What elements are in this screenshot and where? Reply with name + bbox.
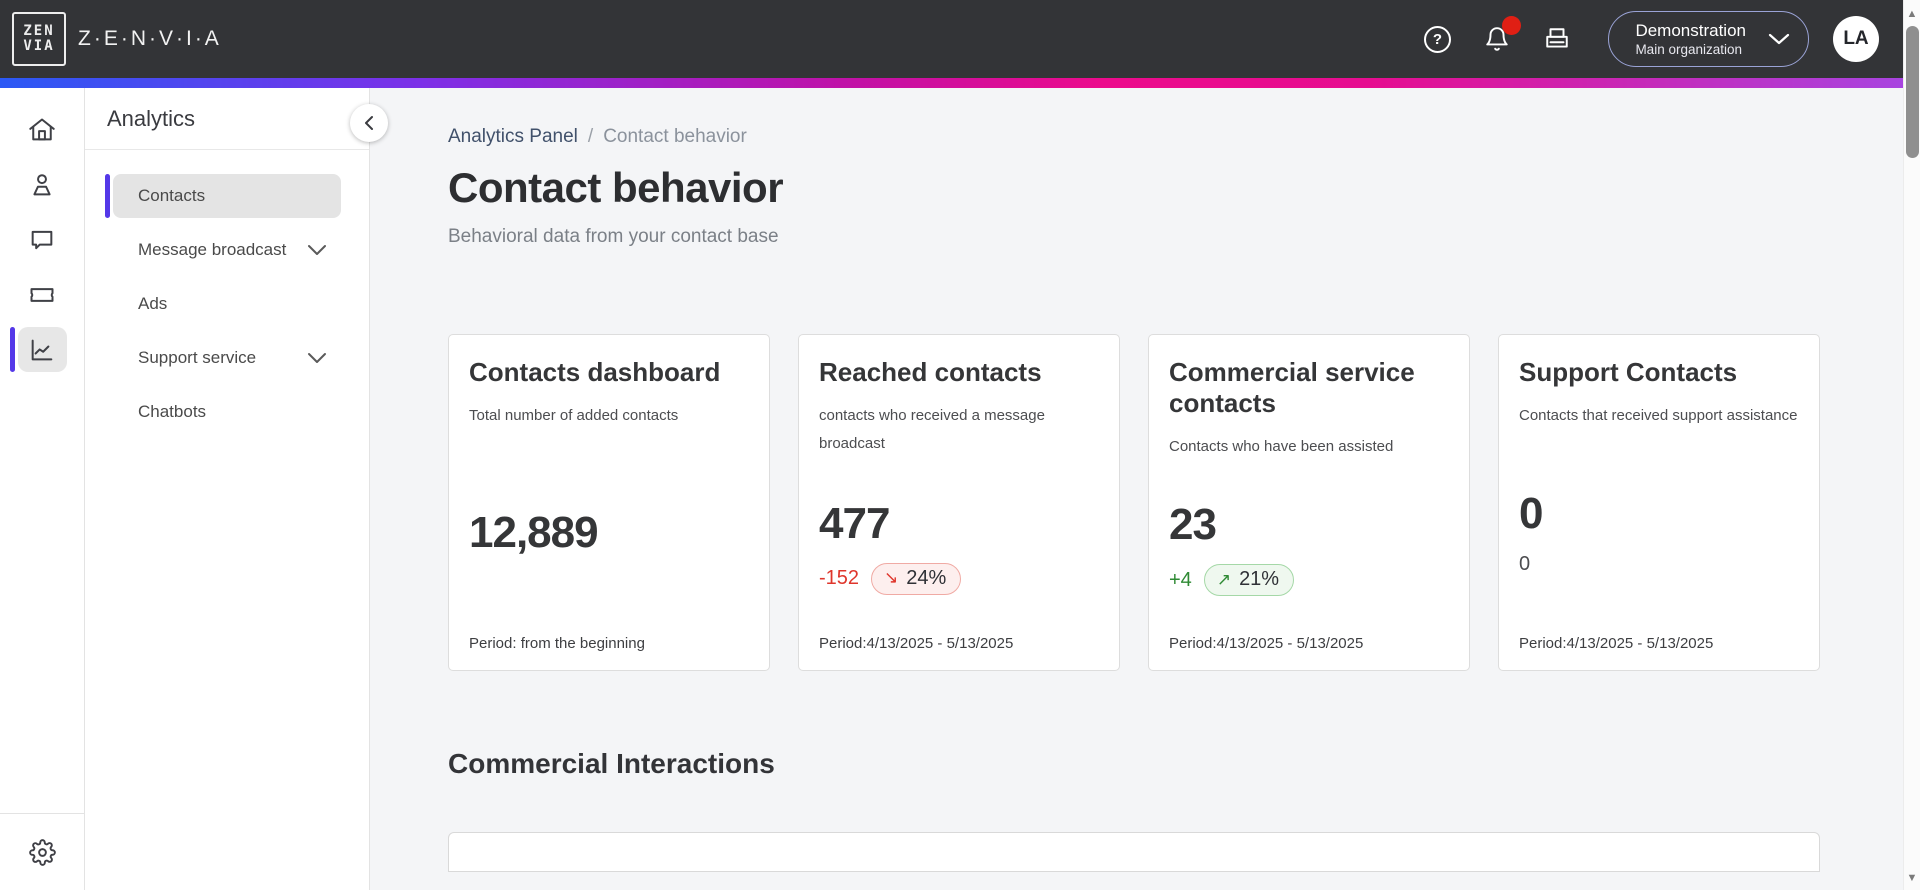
brand-gradient-bar (0, 78, 1903, 88)
nav-conversations[interactable] (0, 212, 85, 267)
sidebar-item-label: Chatbots (138, 402, 207, 421)
home-icon (29, 118, 55, 140)
scroll-up-arrow[interactable]: ▲ (1906, 8, 1918, 20)
card-title: Reached contacts (819, 357, 1042, 387)
sidebar-item-message-broadcast[interactable]: Message broadcast (113, 228, 341, 272)
organization-switcher[interactable]: Demonstration Main organization (1608, 11, 1809, 67)
scrollbar-thumb[interactable] (1906, 26, 1919, 158)
notification-badge (1502, 16, 1522, 35)
card-value: 477 (819, 498, 890, 548)
analytics-sidebar: Analytics Contacts Message broadcast Ads… (85, 88, 388, 890)
card-contacts-dashboard: Contacts dashboard Total number of added… (448, 334, 770, 671)
user-avatar[interactable]: LA (1833, 16, 1879, 62)
notifications-button[interactable] (1480, 16, 1522, 56)
card-commercial-service-contacts: Commercial service contacts Contacts who… (1148, 334, 1470, 671)
sidebar-item-chatbots[interactable]: Chatbots (113, 390, 341, 434)
card-value: 23 (1169, 500, 1217, 549)
organization-subtitle: Main organization (1635, 41, 1743, 57)
card-description: Total number of added contacts (469, 407, 679, 424)
commercial-interactions-card (448, 832, 1820, 872)
sidebar-item-label: Contacts (138, 186, 206, 205)
kpi-cards-row: Contacts dashboard Total number of added… (448, 334, 1820, 671)
card-period: Period: from the beginning (469, 635, 645, 652)
rail-divider (0, 813, 85, 814)
chevron-down-icon (308, 353, 326, 363)
card-value: 12,889 (469, 507, 599, 557)
gear-icon (28, 838, 56, 866)
bell-icon (1486, 27, 1509, 51)
settings-button[interactable] (0, 814, 85, 890)
logo-line1: ZEN (23, 23, 55, 39)
chat-icon (31, 230, 53, 249)
ticket-icon (30, 287, 54, 302)
breadcrumb-separator: / (587, 126, 594, 147)
percent-badge: ↘ 24% (871, 562, 962, 595)
delta-value: +4 (1169, 568, 1192, 591)
person-icon (33, 173, 51, 195)
nav-tickets[interactable] (0, 267, 85, 322)
card-title: Support Contacts (1519, 357, 1738, 387)
sidebar-header: Analytics (85, 88, 369, 150)
card-reached-contacts: Reached contacts contacts who received a… (798, 334, 1120, 671)
percent-value: 21% (1239, 568, 1280, 590)
card-value: 0 (1519, 489, 1543, 538)
printer-icon (1546, 28, 1569, 48)
card-title: Contacts dashboard (469, 357, 721, 387)
scroll-down-arrow[interactable]: ▼ (1906, 872, 1918, 884)
page-title: Contact behavior (448, 164, 784, 211)
top-bar: ZEN VIA Z·E·N·V·I·A ? Demonstration Main… (0, 0, 1903, 78)
sidebar-item-label: Ads (138, 294, 168, 313)
chart-icon (31, 339, 53, 360)
card-period: Period:4/13/2025 - 5/13/2025 (1169, 635, 1364, 652)
sidebar-title: Analytics (107, 105, 196, 131)
page-scrollbar[interactable]: ▲ ▼ (1903, 0, 1920, 890)
breadcrumb-current: Contact behavior (603, 126, 747, 147)
sidebar-item-contacts[interactable]: Contacts (105, 174, 341, 218)
chevron-down-icon (1768, 33, 1790, 45)
organization-name: Demonstration (1635, 20, 1746, 40)
print-button[interactable] (1540, 22, 1574, 56)
card-title: Commercial service contacts (1169, 357, 1415, 418)
percent-value: 24% (906, 566, 947, 589)
organization-labels: Demonstration Main organization (1635, 20, 1746, 59)
chevron-down-icon (308, 245, 326, 255)
main-content: Analytics Panel / Contact behavior Conta… (370, 88, 1903, 890)
sidebar-item-support-service[interactable]: Support service (113, 336, 341, 380)
page-subtitle: Behavioral data from your contact base (448, 226, 779, 247)
card-description: contacts who received a message broadcas… (819, 407, 1045, 452)
logo-line2: VIA (23, 38, 55, 54)
card-period: Period:4/13/2025 - 5/13/2025 (819, 635, 1014, 652)
trend-down-icon: ↘ (884, 568, 899, 587)
breadcrumb: Analytics Panel / Contact behavior (448, 126, 1903, 148)
topbar-actions: ? Demonstration Main organization LA (1394, 11, 1879, 67)
nav-analytics[interactable] (0, 322, 85, 377)
sidebar-item-ads[interactable]: Ads (113, 282, 341, 326)
delta-value: -152 (819, 567, 860, 589)
card-description: Contacts that received support assistanc… (1519, 407, 1798, 424)
help-button[interactable]: ? (1420, 22, 1454, 56)
brand-wordmark: Z·E·N·V·I·A (78, 27, 222, 50)
nav-home[interactable] (0, 102, 85, 157)
card-description: Contacts who have been assisted (1169, 438, 1394, 455)
breadcrumb-analytics-panel[interactable]: Analytics Panel (448, 126, 578, 147)
nav-rail (0, 88, 85, 890)
card-period: Period:4/13/2025 - 5/13/2025 (1519, 635, 1714, 652)
sidebar-item-label: Support service (138, 348, 257, 367)
zenvia-logo-icon: ZEN VIA (12, 12, 66, 66)
collapse-sidebar-button[interactable] (350, 104, 388, 142)
chevron-left-icon (365, 116, 373, 130)
active-nav-indicator (9, 327, 15, 372)
help-icon: ? (1423, 25, 1451, 53)
card-support-contacts: Support Contacts Contacts that received … (1498, 334, 1820, 671)
sidebar-menu: Contacts Message broadcast Ads Support s… (85, 150, 369, 434)
section-title-commercial-interactions: Commercial Interactions (448, 748, 775, 779)
card-secondary-value: 0 (1519, 553, 1531, 575)
sidebar-item-label: Message broadcast (138, 240, 287, 259)
nav-contacts[interactable] (0, 157, 85, 212)
percent-badge: ↗ 21% (1203, 564, 1295, 596)
trend-up-icon: ↗ (1216, 569, 1232, 589)
